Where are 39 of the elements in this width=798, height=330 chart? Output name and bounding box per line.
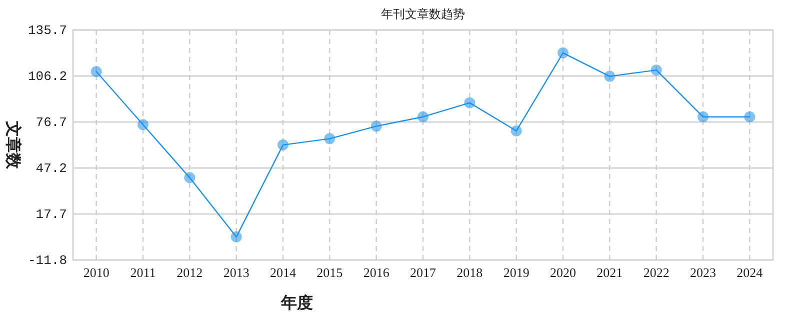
point xyxy=(370,120,382,132)
y-axis-title: 文章数 xyxy=(4,120,23,170)
x-tick-label: 2024 xyxy=(736,265,764,280)
point xyxy=(324,133,336,144)
x-tick-label: 2016 xyxy=(363,265,390,280)
y-tick-label: 135.7 xyxy=(28,23,67,38)
y-tick-label: 106.2 xyxy=(28,69,67,84)
x-tick-label: 2012 xyxy=(176,265,203,280)
y-tick-label: 76.7 xyxy=(36,115,67,130)
chart-title: 年刊文章数趋势 xyxy=(381,7,465,21)
x-tick-label: 2017 xyxy=(410,265,436,280)
y-tick-label: 47.2 xyxy=(36,161,67,176)
x-tick-label: 2010 xyxy=(83,265,110,280)
x-tick-label: 2022 xyxy=(643,265,670,280)
point xyxy=(138,119,148,130)
point xyxy=(278,139,288,150)
point xyxy=(464,97,476,108)
point xyxy=(650,64,662,76)
x-tick-label: 2014 xyxy=(270,265,296,280)
x-tick-label: 2023 xyxy=(690,265,716,280)
point xyxy=(184,172,196,184)
point xyxy=(90,66,102,78)
x-axis-title: 年度 xyxy=(280,293,313,312)
x-tick-label: 2021 xyxy=(596,265,623,280)
x-tick-label: 2019 xyxy=(503,265,530,280)
point xyxy=(698,111,708,122)
point xyxy=(558,47,568,58)
point xyxy=(604,70,616,82)
point xyxy=(230,231,242,242)
point xyxy=(744,111,756,122)
point xyxy=(418,111,428,122)
x-tick-label: 2015 xyxy=(316,265,343,280)
x-tick-label: 2013 xyxy=(223,265,250,280)
y-tick-label: -11.8 xyxy=(28,253,67,268)
x-tick-label: 2011 xyxy=(130,265,156,280)
y-tick-label: 17.7 xyxy=(36,207,67,222)
x-tick-label: 2020 xyxy=(550,265,576,280)
x-tick-label: 2018 xyxy=(456,265,483,280)
point xyxy=(510,125,522,136)
